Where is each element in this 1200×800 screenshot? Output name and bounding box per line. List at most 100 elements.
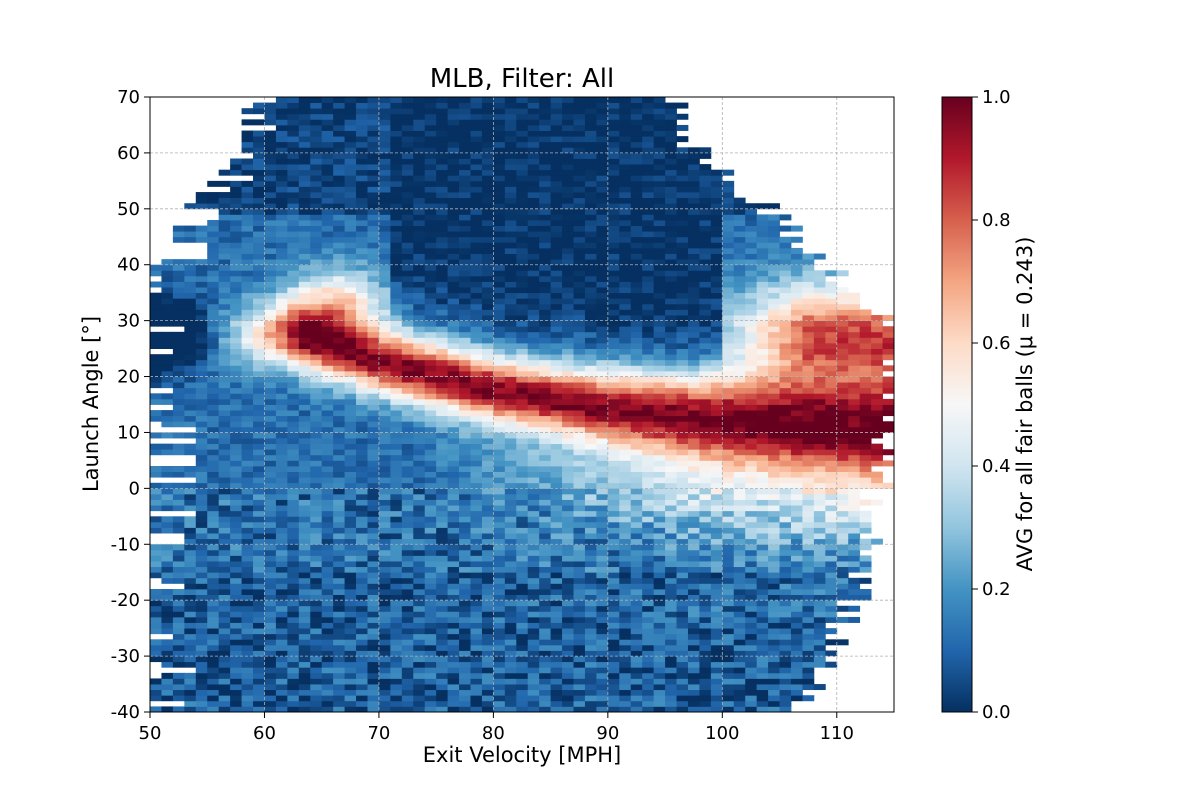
heatmap-cell xyxy=(504,521,517,528)
heatmap-cell xyxy=(642,348,655,355)
heatmap-cell xyxy=(733,421,746,428)
heatmap-cell xyxy=(676,594,689,601)
heatmap-cell xyxy=(527,365,540,372)
heatmap-cell xyxy=(401,667,414,674)
heatmap-cell xyxy=(481,404,494,411)
heatmap-cell xyxy=(287,298,300,305)
heatmap-cell xyxy=(825,577,838,584)
heatmap-cell xyxy=(756,544,769,551)
heatmap-cell xyxy=(424,398,437,405)
heatmap-cell xyxy=(768,449,780,456)
heatmap-cell xyxy=(447,438,460,445)
heatmap-cell xyxy=(459,628,471,635)
heatmap-cell xyxy=(493,432,506,439)
heatmap-cell xyxy=(184,594,197,601)
heatmap-cell xyxy=(287,259,300,266)
heatmap-cell xyxy=(287,410,300,417)
heatmap-cell xyxy=(584,684,597,691)
heatmap-cell xyxy=(321,387,334,394)
heatmap-cell xyxy=(459,337,471,344)
heatmap-cell xyxy=(722,499,735,506)
heatmap-cell xyxy=(172,354,185,361)
heatmap-cell xyxy=(871,326,883,333)
heatmap-cell xyxy=(562,700,574,707)
heatmap-cell xyxy=(436,315,448,322)
heatmap-cell xyxy=(298,488,311,495)
heatmap-cell xyxy=(836,331,849,338)
heatmap-cell xyxy=(378,577,391,584)
heatmap-cell xyxy=(573,337,586,344)
heatmap-cell xyxy=(699,343,712,349)
heatmap-cell xyxy=(150,370,162,377)
heatmap-cell xyxy=(779,488,792,495)
heatmap-cell xyxy=(573,298,586,305)
heatmap-cell xyxy=(195,605,208,612)
heatmap-cell xyxy=(241,398,254,405)
heatmap-cell xyxy=(710,499,723,506)
heatmap-cell xyxy=(722,449,735,456)
heatmap-cell xyxy=(481,589,494,595)
heatmap-cell xyxy=(447,695,460,702)
heatmap-cell xyxy=(619,650,632,657)
heatmap-cell xyxy=(424,516,437,523)
heatmap-cell xyxy=(825,376,838,383)
heatmap-cell xyxy=(825,337,838,344)
heatmap-cell xyxy=(172,622,185,629)
heatmap-cell xyxy=(493,393,506,400)
heatmap-cell xyxy=(493,644,506,651)
heatmap-cell xyxy=(321,393,334,400)
heatmap-cell xyxy=(447,365,460,372)
heatmap-cell xyxy=(573,264,586,271)
heatmap-cell xyxy=(573,449,586,456)
heatmap-cell xyxy=(687,622,700,629)
heatmap-cell xyxy=(790,566,803,573)
heatmap-cell xyxy=(344,376,357,383)
heatmap-cell xyxy=(699,628,712,635)
heatmap-cell xyxy=(264,315,277,322)
heatmap-cell xyxy=(493,650,506,657)
heatmap-cell xyxy=(230,605,242,612)
heatmap-cell xyxy=(287,667,300,674)
heatmap-cell xyxy=(596,572,609,579)
heatmap-cell xyxy=(619,577,632,584)
heatmap-cell xyxy=(550,644,563,651)
heatmap-cell xyxy=(733,270,746,277)
heatmap-cell xyxy=(344,343,357,349)
heatmap-cell xyxy=(241,505,254,512)
heatmap-cell xyxy=(642,672,655,679)
heatmap-cell xyxy=(619,510,632,517)
heatmap-cell xyxy=(745,309,758,316)
heatmap-cell xyxy=(310,667,323,674)
heatmap-cell xyxy=(539,667,552,674)
heatmap-cell xyxy=(642,287,655,294)
heatmap-cell xyxy=(642,616,655,623)
heatmap-cell xyxy=(275,488,288,495)
heatmap-cell xyxy=(447,426,460,433)
heatmap-cell xyxy=(390,689,403,696)
heatmap-cell xyxy=(390,549,403,556)
heatmap-cell xyxy=(275,343,288,349)
heatmap-cell xyxy=(253,611,265,618)
heatmap-cell xyxy=(562,695,574,702)
heatmap-cell xyxy=(172,432,185,439)
heatmap-cell xyxy=(401,628,414,635)
heatmap-cell xyxy=(241,466,254,472)
heatmap-cell xyxy=(573,695,586,702)
heatmap-cell xyxy=(150,516,162,523)
heatmap-cell xyxy=(184,639,197,646)
heatmap-cell xyxy=(356,521,368,528)
heatmap-cell xyxy=(813,281,826,288)
heatmap-cell xyxy=(733,320,746,327)
heatmap-cell xyxy=(573,482,586,489)
heatmap-cell xyxy=(825,449,838,456)
heatmap-cell xyxy=(275,331,288,338)
heatmap-cell xyxy=(768,616,780,623)
heatmap-cell xyxy=(298,309,311,316)
heatmap-cell xyxy=(539,706,552,712)
heatmap-cell xyxy=(825,561,838,568)
heatmap-cell xyxy=(722,510,735,517)
heatmap-cell xyxy=(687,303,700,310)
heatmap-cell xyxy=(310,477,323,484)
heatmap-cell xyxy=(802,555,815,562)
heatmap-cell xyxy=(733,359,746,366)
